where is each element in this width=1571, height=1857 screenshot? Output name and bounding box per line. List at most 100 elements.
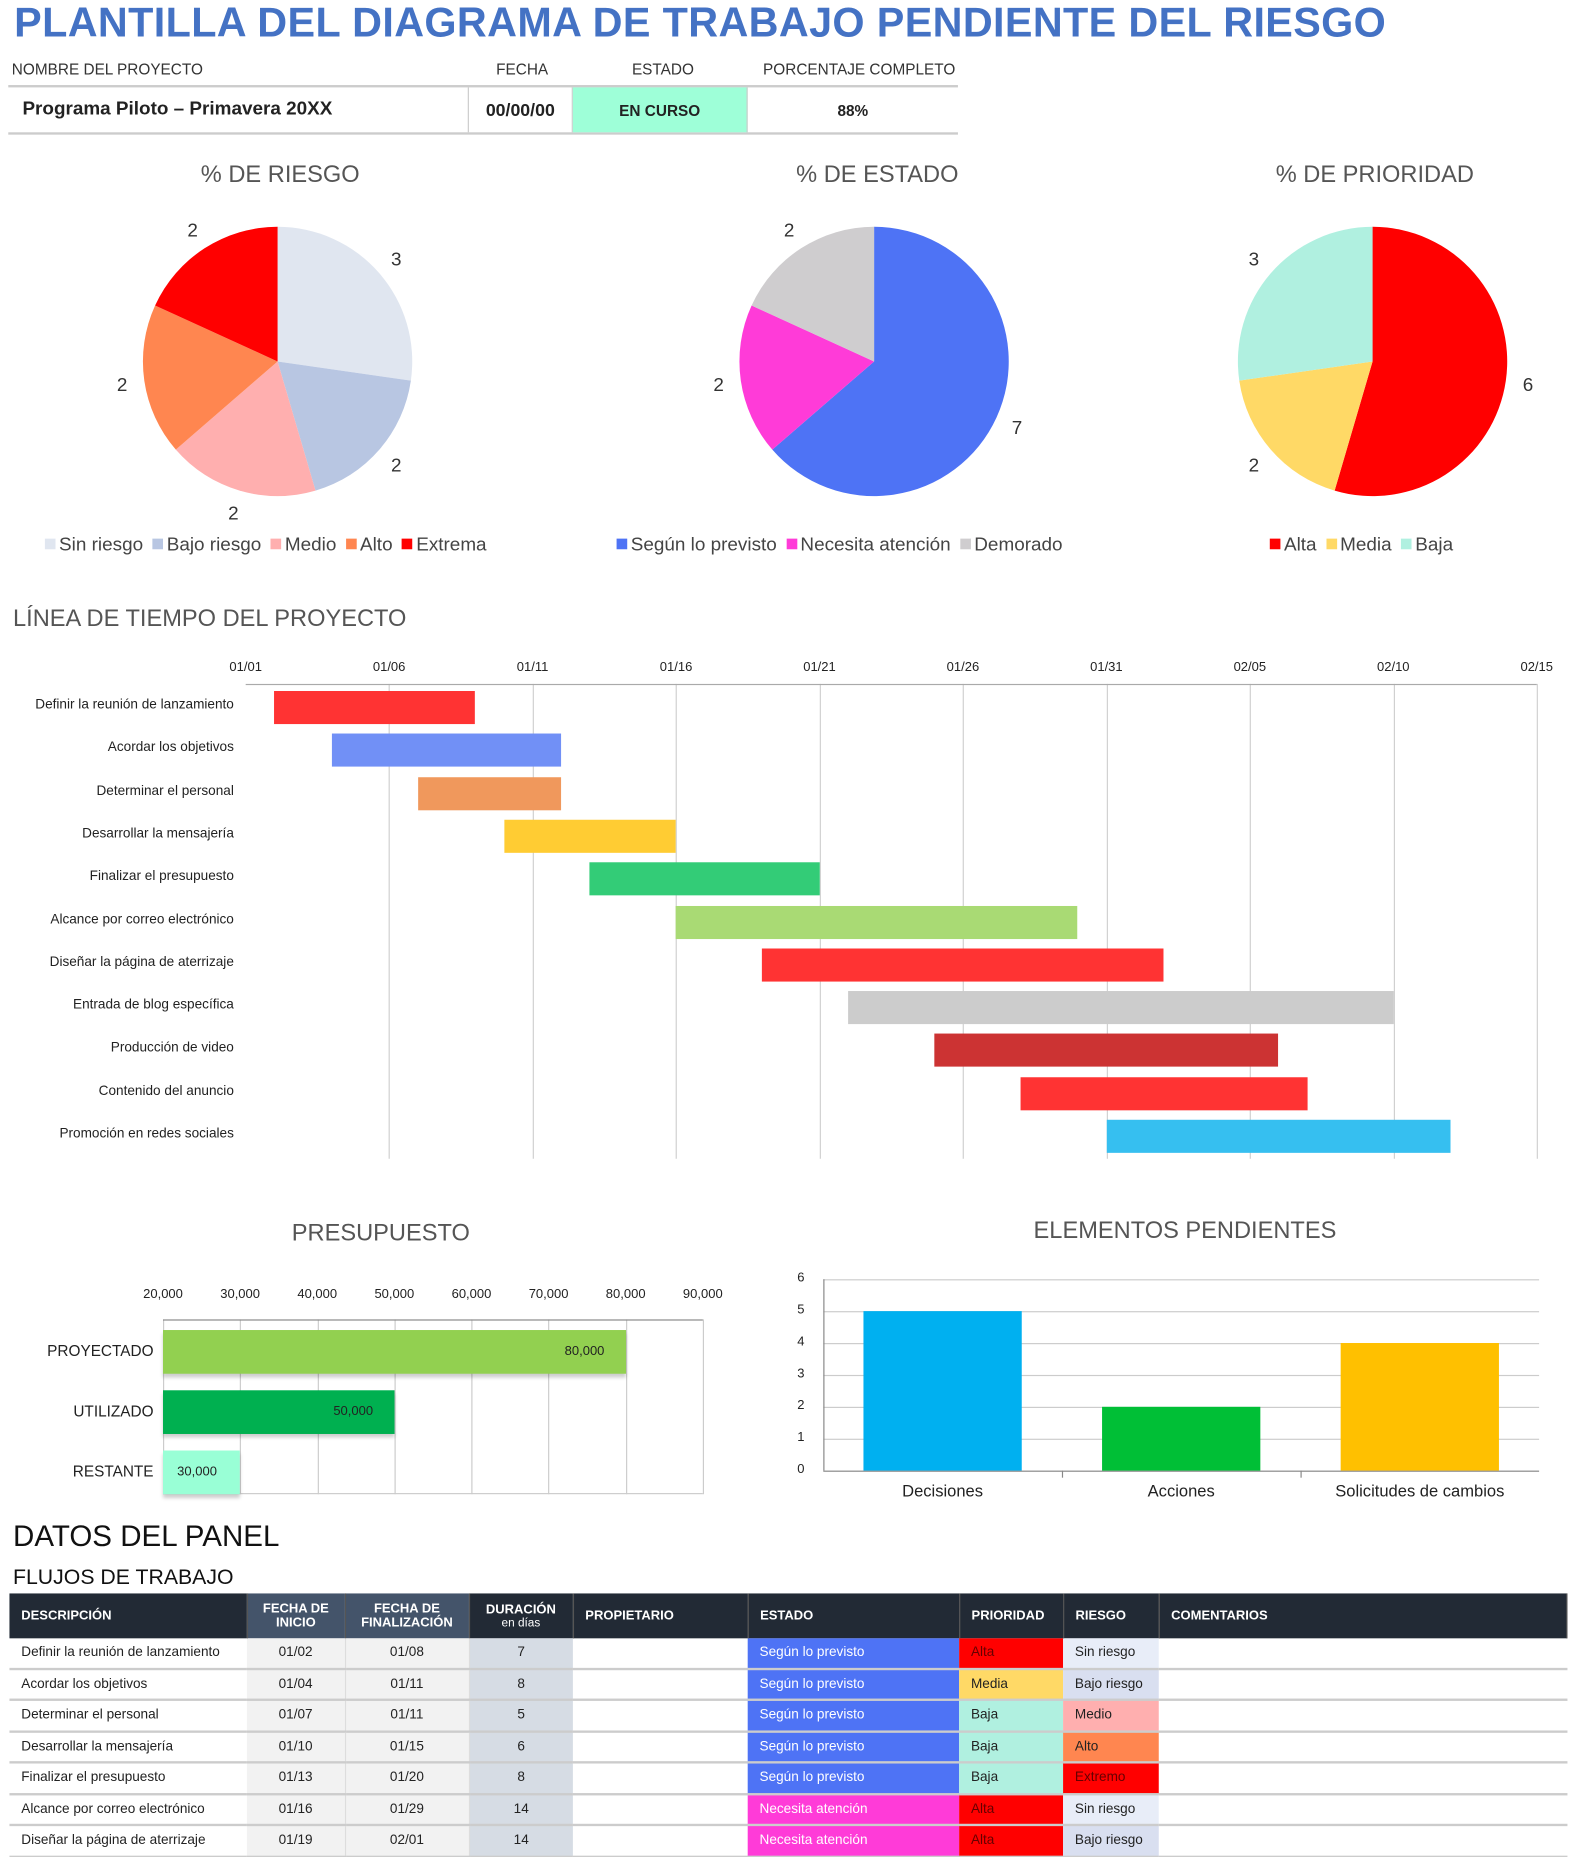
cell-status[interactable]: Necesita atención: [747, 1793, 960, 1827]
cell-end[interactable]: 02/01: [344, 1824, 470, 1857]
panel-title: DATOS DEL PANEL: [12, 1520, 280, 1554]
cell-end[interactable]: 01/29: [344, 1793, 470, 1827]
panel-subtitle: FLUJOS DE TRABAJO: [12, 1565, 234, 1589]
legend-item: Media: [1325, 535, 1392, 556]
header-end[interactable]: FECHA DE FINALIZACIÓN: [344, 1593, 470, 1639]
header-duration[interactable]: DURACIÓN en días: [468, 1593, 574, 1639]
cell-comments[interactable]: [1158, 1793, 1567, 1827]
cell-risk[interactable]: Medio: [1063, 1699, 1159, 1733]
project-name[interactable]: Programa Piloto – Primavera 20XX: [8, 87, 469, 133]
cell-status[interactable]: Según lo previsto: [747, 1731, 960, 1764]
cell-duration[interactable]: 8: [468, 1762, 573, 1795]
cell-duration[interactable]: 5: [468, 1699, 573, 1733]
cell-owner[interactable]: [572, 1731, 748, 1764]
timeline-bar[interactable]: [934, 1034, 1279, 1068]
cell-comments[interactable]: [1158, 1731, 1567, 1764]
cell-priority[interactable]: Baja: [959, 1731, 1064, 1764]
header-owner[interactable]: PROPIETARIO: [572, 1593, 749, 1639]
header-start[interactable]: FECHA DE INICIO: [246, 1593, 346, 1639]
cell-priority[interactable]: Media: [959, 1668, 1064, 1701]
cell-comments[interactable]: [1158, 1638, 1567, 1670]
cell-priority[interactable]: Alta: [959, 1793, 1064, 1827]
header-priority[interactable]: PRIORIDAD: [959, 1593, 1064, 1639]
cell-risk[interactable]: Alto: [1063, 1731, 1159, 1764]
cell-owner[interactable]: [572, 1638, 748, 1670]
cell-status[interactable]: Según lo previsto: [747, 1699, 960, 1733]
cell-start[interactable]: 01/10: [246, 1731, 346, 1764]
timeline-gridline: [1249, 683, 1252, 1159]
cell-status[interactable]: Según lo previsto: [747, 1762, 960, 1795]
project-percent[interactable]: 88%: [837, 100, 869, 119]
cell-description[interactable]: Acordar los objetivos: [9, 1668, 247, 1701]
cell-end[interactable]: 01/20: [344, 1762, 470, 1795]
cell-start[interactable]: 01/13: [246, 1762, 346, 1795]
timeline-bar[interactable]: [274, 691, 476, 725]
cell-priority[interactable]: Baja: [959, 1699, 1064, 1733]
cell-comments[interactable]: [1158, 1824, 1567, 1857]
timeline-bar[interactable]: [417, 776, 562, 810]
cell-status[interactable]: Según lo previsto: [747, 1668, 960, 1701]
timeline-bar[interactable]: [762, 948, 1164, 982]
cell-duration[interactable]: 14: [468, 1793, 573, 1827]
cell-risk[interactable]: Sin riesgo: [1063, 1793, 1159, 1827]
header-status[interactable]: ESTADO: [747, 1593, 960, 1639]
cell-description[interactable]: Definir la reunión de lanzamiento: [9, 1638, 247, 1670]
cell-description[interactable]: Determinar el personal: [9, 1699, 247, 1733]
cell-start[interactable]: 01/04: [246, 1668, 346, 1701]
timeline-task-label: Desarrollar la mensajería: [82, 826, 234, 841]
cell-start[interactable]: 01/02: [246, 1638, 346, 1670]
cell-description[interactable]: Desarrollar la mensajería: [9, 1731, 247, 1764]
timeline-bar[interactable]: [331, 733, 562, 767]
timeline-bar[interactable]: [1106, 1119, 1451, 1153]
timeline-bar[interactable]: [503, 819, 677, 853]
cell-owner[interactable]: [572, 1668, 748, 1701]
cell-end[interactable]: 01/08: [344, 1638, 470, 1670]
pie-slice: [1237, 226, 1373, 381]
cell-comments[interactable]: [1158, 1668, 1567, 1701]
cell-risk[interactable]: Bajo riesgo: [1063, 1824, 1159, 1857]
cell-description[interactable]: Diseñar la página de aterrizaje: [9, 1824, 247, 1857]
cell-end[interactable]: 01/11: [344, 1668, 470, 1701]
cell-description[interactable]: Finalizar el presupuesto: [9, 1762, 247, 1795]
cell-risk[interactable]: Sin riesgo: [1063, 1638, 1159, 1670]
cell-duration[interactable]: 6: [468, 1731, 573, 1764]
cell-duration[interactable]: 7: [468, 1638, 573, 1670]
cell-start[interactable]: 01/07: [246, 1699, 346, 1733]
cell-priority[interactable]: Baja: [959, 1762, 1064, 1795]
cell-description[interactable]: Alcance por correo electrónico: [9, 1793, 247, 1827]
cell-owner[interactable]: [572, 1824, 748, 1857]
header-description[interactable]: DESCRIPCIÓN: [9, 1593, 248, 1639]
legend-item: Necesita atención: [786, 535, 951, 556]
cell-owner[interactable]: [572, 1793, 748, 1827]
cell-comments[interactable]: [1158, 1762, 1567, 1795]
cell-priority[interactable]: Alta: [959, 1638, 1064, 1670]
cell-end[interactable]: 01/11: [344, 1699, 470, 1733]
cell-risk[interactable]: Extremo: [1063, 1762, 1159, 1795]
cell-status[interactable]: Necesita atención: [747, 1824, 960, 1857]
project-name-label: NOMBRE DEL PROYECTO: [11, 60, 203, 78]
cell-priority[interactable]: Alta: [959, 1824, 1064, 1857]
pie-data-label: 2: [117, 375, 128, 396]
cell-start[interactable]: 01/16: [246, 1793, 346, 1827]
timeline-bar[interactable]: [589, 862, 820, 896]
cell-end[interactable]: 01/15: [344, 1731, 470, 1764]
header-comments[interactable]: COMENTARIOS: [1158, 1593, 1568, 1639]
timeline-title: LÍNEA DE TIEMPO DEL PROYECTO: [12, 605, 407, 632]
cell-owner[interactable]: [572, 1699, 748, 1733]
cell-duration[interactable]: 8: [468, 1668, 573, 1701]
pending-chart: 0 1 2 3 4 5 6 Decisiones Acciones Solicitudes de …: [780, 1264, 1571, 1512]
header-risk[interactable]: RIESGO: [1063, 1593, 1160, 1639]
cell-comments[interactable]: [1158, 1699, 1567, 1733]
project-status[interactable]: EN CURSO: [572, 87, 748, 133]
timeline-bar[interactable]: [676, 905, 1078, 939]
timeline-bar[interactable]: [1020, 1076, 1308, 1110]
cell-start[interactable]: 01/19: [246, 1824, 346, 1857]
cell-status[interactable]: Según lo previsto: [747, 1638, 960, 1670]
cell-owner[interactable]: [572, 1762, 748, 1795]
project-date[interactable]: 00/00/00: [469, 87, 573, 133]
cell-duration[interactable]: 14: [468, 1824, 573, 1857]
legend-item: Alto: [345, 535, 393, 556]
pie-slice: [155, 226, 278, 362]
timeline-bar[interactable]: [848, 991, 1394, 1025]
cell-risk[interactable]: Bajo riesgo: [1063, 1668, 1159, 1701]
